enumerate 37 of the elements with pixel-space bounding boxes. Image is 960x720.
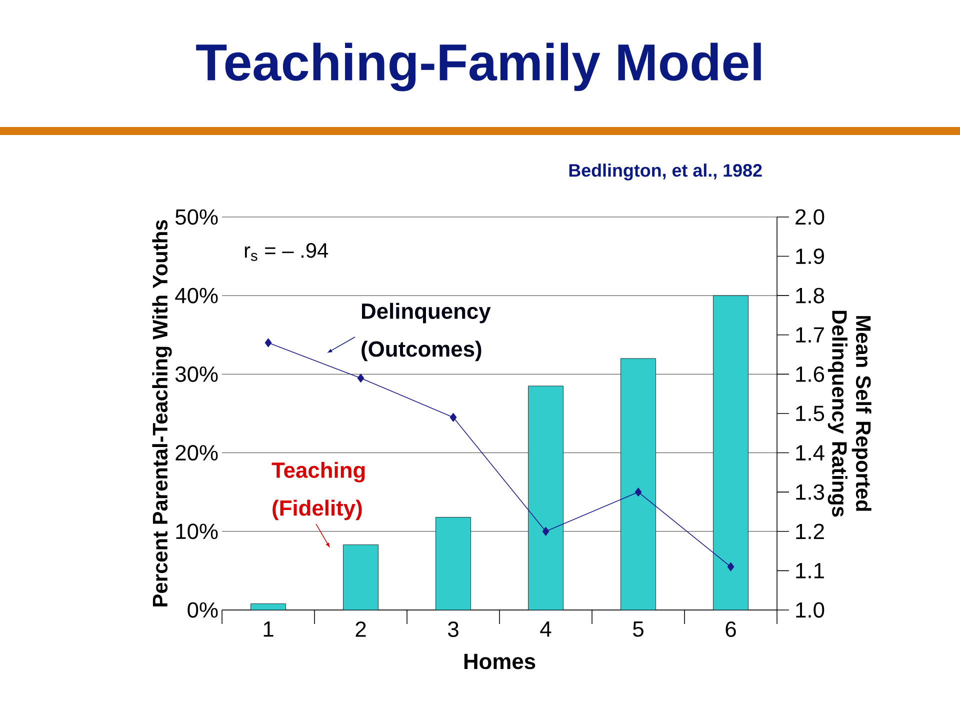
point	[450, 413, 457, 422]
x-tick-label: 3	[448, 621, 458, 638]
point	[634, 488, 642, 496]
y-axis-title: Percent Parental-Teaching With Youths	[152, 220, 172, 606]
point	[357, 374, 364, 383]
y-tick-label: 50%	[175, 209, 218, 225]
point	[264, 338, 272, 348]
y2-axis-title: Mean Self Reported Delinquency Ratings	[828, 310, 872, 517]
x-axis-title: Homes	[464, 654, 536, 670]
chart-title: Teaching-Family Model	[196, 42, 761, 92]
x-tick-label: 6	[726, 621, 736, 638]
point	[542, 526, 550, 536]
point	[727, 562, 734, 572]
y-tick-label: 10%	[176, 524, 218, 540]
y2-tick-label: 1.0	[796, 602, 824, 618]
x-tick-label: 2	[356, 621, 366, 637]
y2-tick-label: 1.7	[796, 327, 824, 342]
x-tick-label: 4	[540, 622, 552, 637]
y2-tick-label: 1.3	[796, 484, 824, 500]
x-tick-label: 5	[633, 622, 644, 637]
x-tick-label: 1	[264, 622, 274, 637]
y2-tick-label: 1.1	[796, 563, 824, 578]
y-tick-label: 0%	[188, 602, 218, 618]
y2-tick-label: 1.6	[796, 366, 824, 382]
y2-tick-label: 1.4	[796, 445, 824, 460]
annotation: r$_{s}$ = – .94	[244, 243, 328, 261]
y2-tick-label: 1.8	[796, 288, 824, 304]
series-label: Teaching (Fidelity)	[272, 462, 365, 520]
y2-tick-label: 1.5	[796, 406, 824, 422]
text: Bedlington, et al., 1982	[569, 164, 762, 180]
y-tick-label: 40%	[175, 288, 218, 304]
y2-tick-label: 1.2	[796, 524, 824, 540]
y2-tick-label: 2.0	[796, 209, 824, 225]
y-tick-label: 20%	[176, 445, 218, 461]
y-tick-label: 30%	[175, 366, 218, 382]
legend-label: Delinquency (Outcomes)	[362, 302, 491, 362]
y2-tick-label: 1.9	[796, 248, 824, 264]
